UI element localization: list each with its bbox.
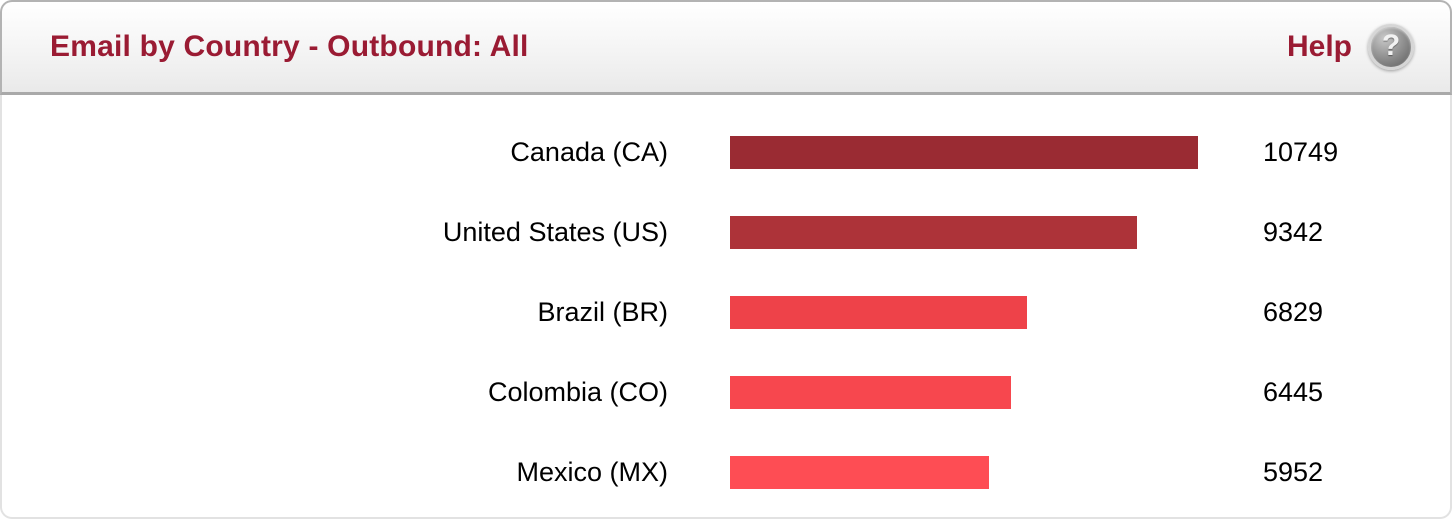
header-actions: Help ?: [1287, 24, 1414, 70]
bar-value: 10749: [1263, 136, 1339, 167]
widget-title: Email by Country - Outbound: All: [50, 30, 529, 63]
bar-value: 6445: [1263, 376, 1324, 407]
bar: [730, 455, 989, 489]
chart-row: Colombia (CO) 6445: [2, 352, 1450, 432]
bar: [730, 135, 1198, 169]
chart-row: Mexico (MX) 5952: [2, 432, 1450, 512]
question-mark-glyph: ?: [1381, 29, 1401, 62]
chart-body: Canada (CA) 10749 United States (US) 934…: [0, 95, 1452, 519]
widget-header: Email by Country - Outbound: All Help ?: [0, 0, 1452, 95]
chart-row: Brazil (BR) 6829: [2, 272, 1450, 352]
bar: [730, 215, 1137, 249]
bar-value: 9342: [1263, 216, 1324, 247]
help-link[interactable]: Help: [1286, 30, 1352, 63]
bar: [730, 375, 1011, 409]
bar-value: 5952: [1263, 456, 1324, 487]
bar-label: Canada (CA): [510, 136, 668, 167]
bar-label: United States (US): [442, 216, 668, 247]
help-icon[interactable]: ?: [1368, 24, 1414, 70]
bar-value: 6829: [1263, 296, 1324, 327]
chart-row: Canada (CA) 10749: [2, 112, 1450, 192]
bar-label: Mexico (MX): [516, 456, 668, 487]
bar: [730, 295, 1027, 329]
chart-row: United States (US) 9342: [2, 192, 1450, 272]
bar-label: Brazil (BR): [537, 296, 668, 327]
bar-label: Colombia (CO): [487, 376, 668, 407]
